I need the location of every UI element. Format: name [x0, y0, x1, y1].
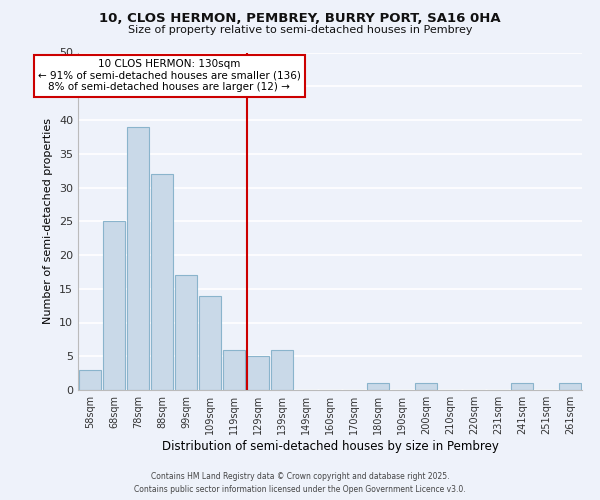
Bar	[127, 126, 149, 390]
Bar	[559, 383, 581, 390]
Bar	[199, 296, 221, 390]
Bar	[103, 221, 125, 390]
Bar	[223, 350, 245, 390]
Bar	[151, 174, 173, 390]
X-axis label: Distribution of semi-detached houses by size in Pembrey: Distribution of semi-detached houses by …	[161, 440, 499, 453]
Y-axis label: Number of semi-detached properties: Number of semi-detached properties	[43, 118, 53, 324]
Bar	[367, 383, 389, 390]
Bar	[511, 383, 533, 390]
Text: 10 CLOS HERMON: 130sqm
← 91% of semi-detached houses are smaller (136)
8% of sem: 10 CLOS HERMON: 130sqm ← 91% of semi-det…	[38, 59, 301, 92]
Bar	[79, 370, 101, 390]
Bar	[247, 356, 269, 390]
Bar	[271, 350, 293, 390]
Text: 10, CLOS HERMON, PEMBREY, BURRY PORT, SA16 0HA: 10, CLOS HERMON, PEMBREY, BURRY PORT, SA…	[99, 12, 501, 26]
Text: Size of property relative to semi-detached houses in Pembrey: Size of property relative to semi-detach…	[128, 25, 472, 35]
Text: Contains HM Land Registry data © Crown copyright and database right 2025.
Contai: Contains HM Land Registry data © Crown c…	[134, 472, 466, 494]
Bar	[415, 383, 437, 390]
Bar	[175, 275, 197, 390]
